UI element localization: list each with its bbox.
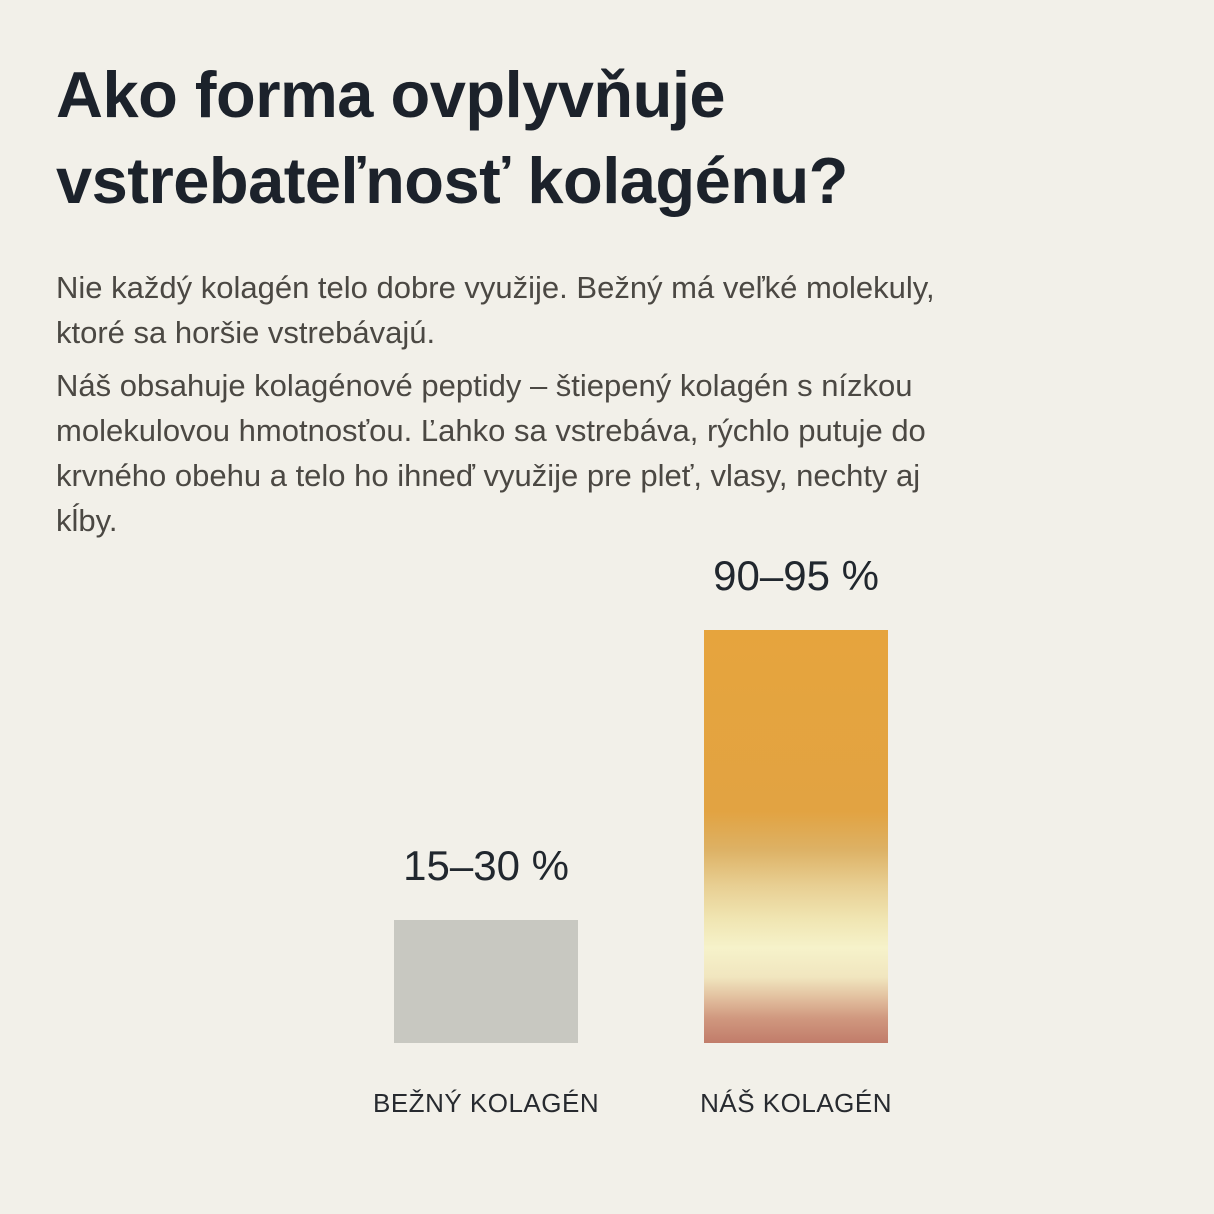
value-label-nas-kolagen: 90–95 % [713,551,879,599]
absorption-bar-chart: 15–30 % BEŽNÝ KOLAGÉN 90–95 % NÁŠ KOLAGÉ… [373,534,892,1119]
bar-bezny-kolagen [394,920,579,1044]
intro-paragraph: Nie každý kolagén telo dobre využije. Be… [56,270,935,350]
bar-group-bezny-kolagen: 15–30 % BEŽNÝ KOLAGÉN [373,842,599,1119]
description-paragraph: Náš obsahuje kolagénové peptidy – štiepe… [56,368,926,538]
page-title: Ako forma ovplyvňuje vstrebateľnosť kola… [56,58,848,218]
bar-nas-kolagen [704,630,889,1044]
value-label-bezny-kolagen: 15–30 % [403,841,569,889]
category-label-bezny-kolagen: BEŽNÝ KOLAGÉN [373,1088,600,1119]
category-label-nas-kolagen: NÁŠ KOLAGÉN [700,1088,893,1119]
bar-group-nas-kolagen: 90–95 % NÁŠ KOLAGÉN [700,552,892,1119]
